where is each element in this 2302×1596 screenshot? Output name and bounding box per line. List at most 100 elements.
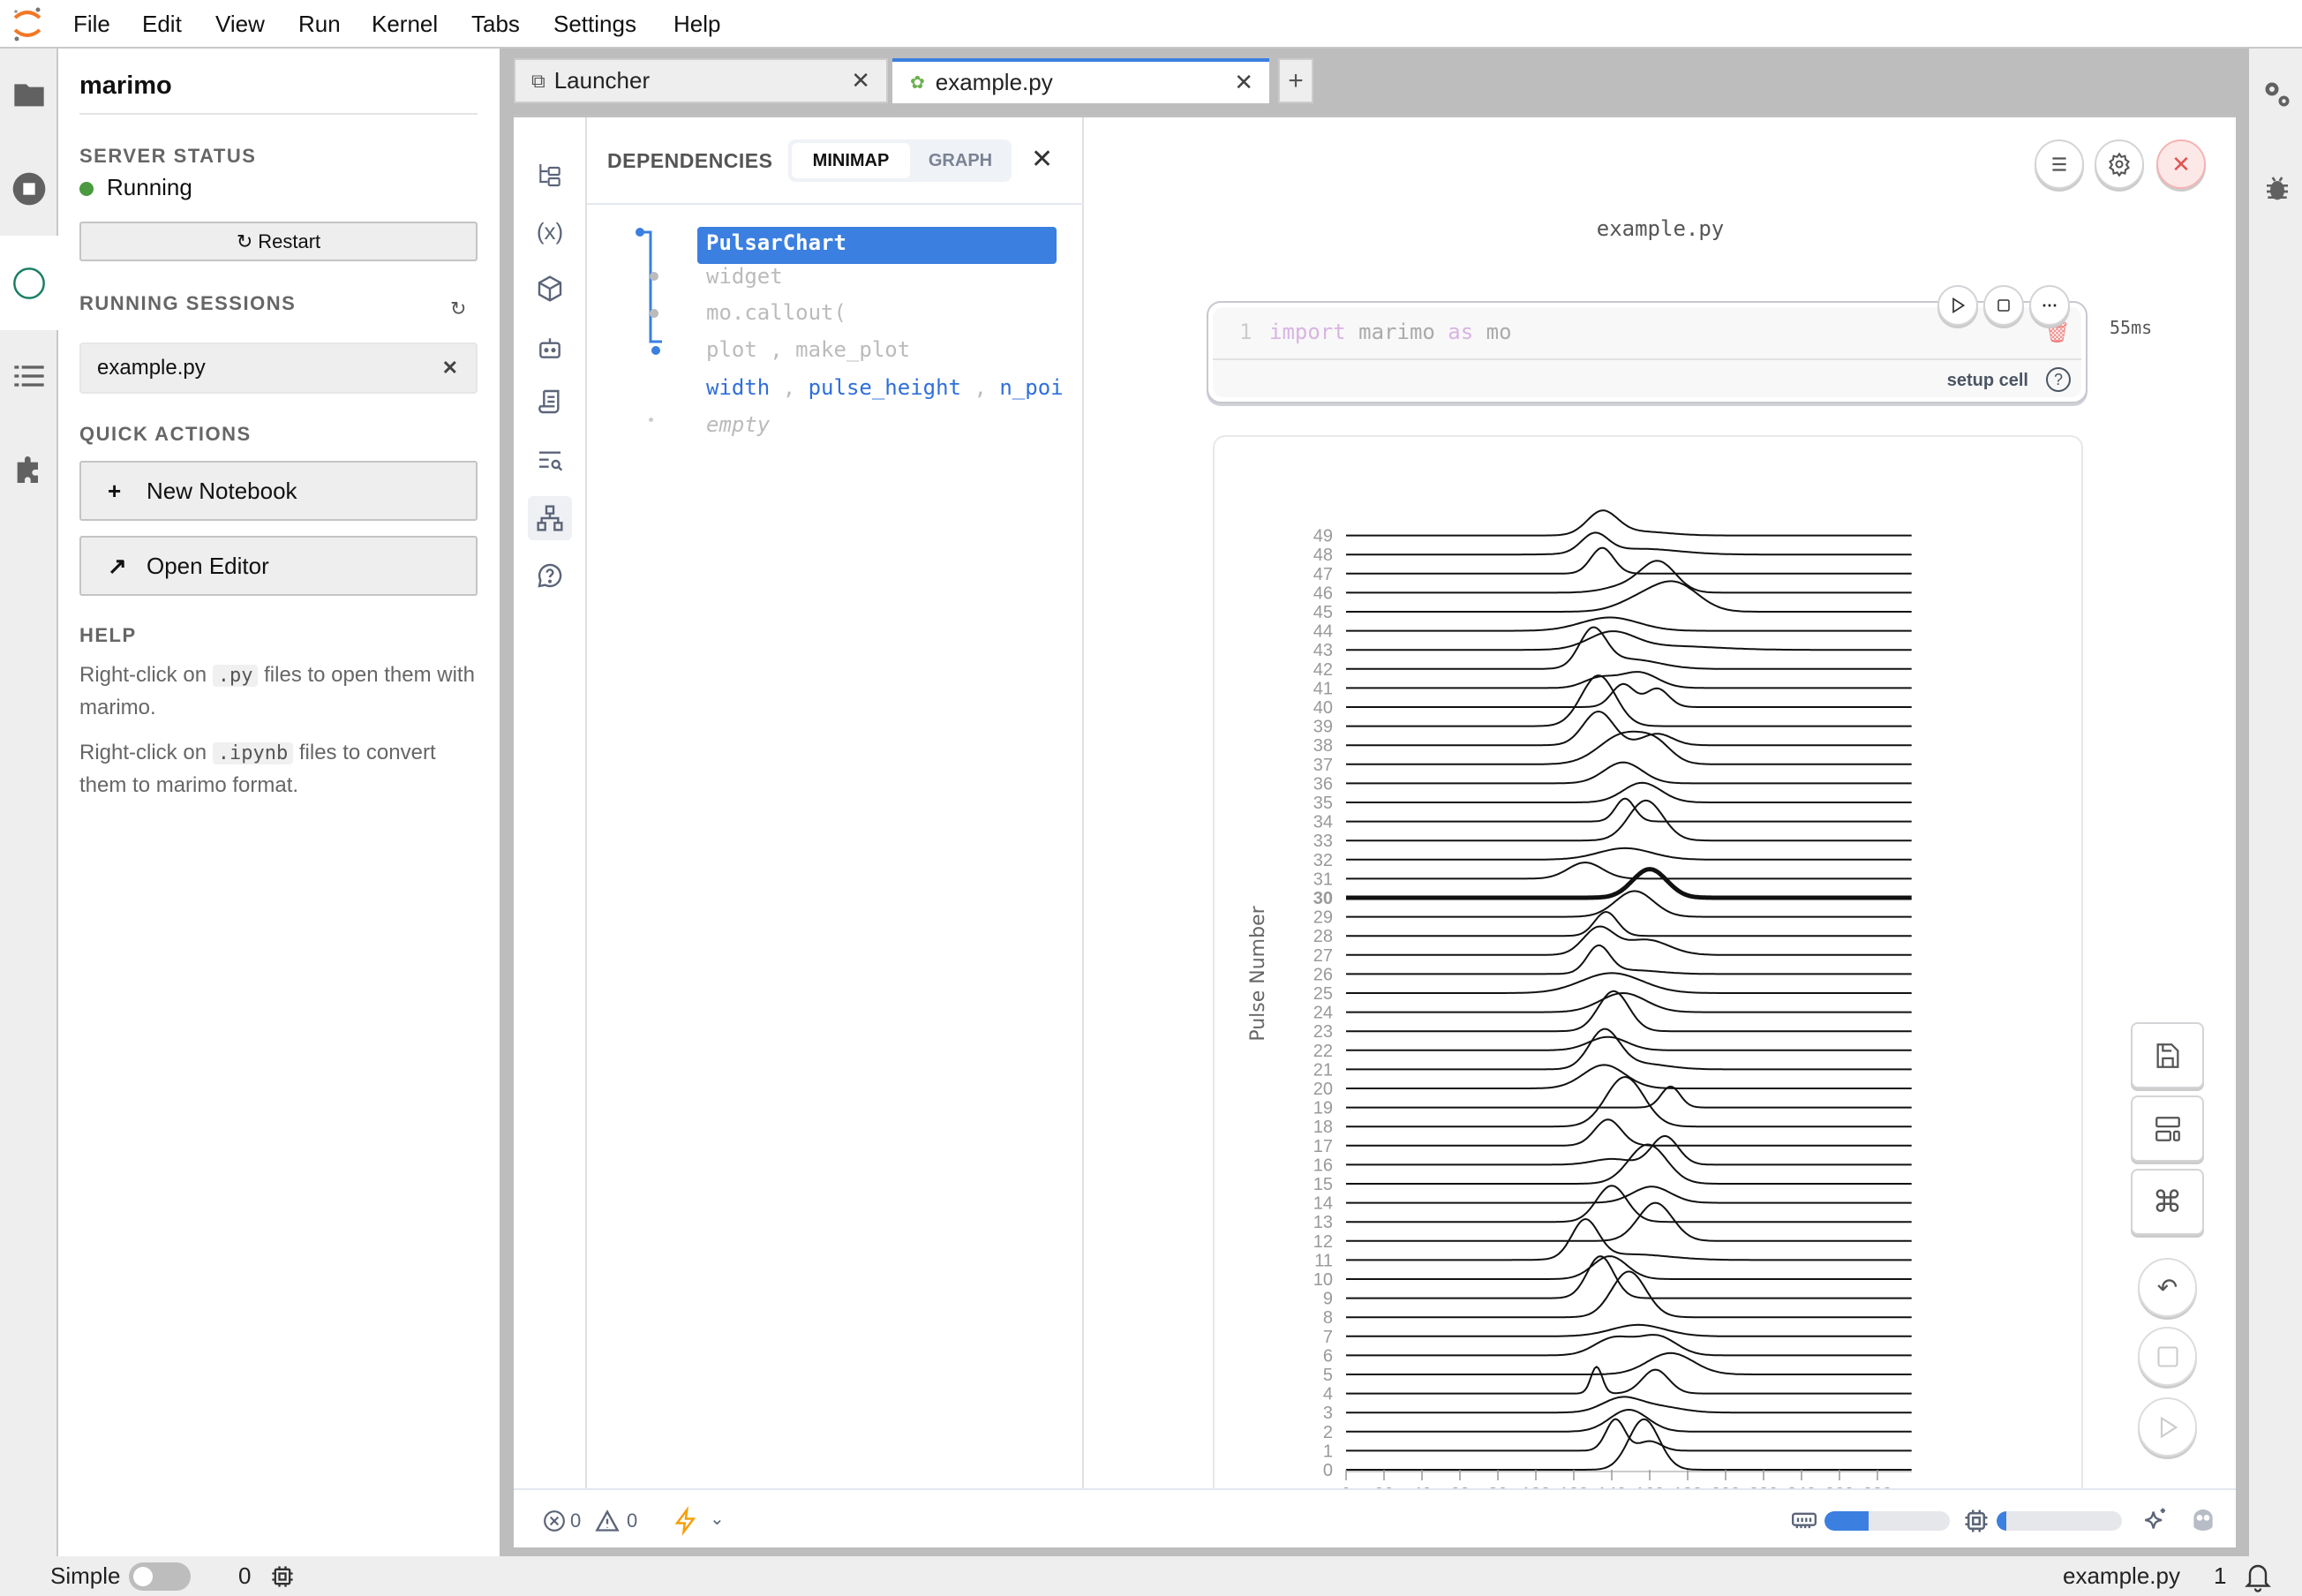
dependency-row[interactable]: empty: [706, 412, 770, 437]
stop-cell-button[interactable]: [1983, 285, 2024, 326]
marimo-icon[interactable]: [11, 266, 47, 301]
y-tick-label: 46: [1313, 583, 1333, 603]
debugger-bug-icon[interactable]: [2263, 172, 2291, 204]
chart-cell[interactable]: 0 1 2 3 4 5 6 7 8 9 10 11 12 13 14 15 16 17 18 19 20 21 22 23 24…: [1213, 435, 2083, 1488]
help-header: HELP: [79, 624, 137, 646]
marimo-sidebar-panel: marimo SERVER STATUS Running ↻ Restart RU…: [58, 49, 500, 1556]
kernel-chip-icon[interactable]: [270, 1564, 295, 1589]
separator: ,: [756, 337, 796, 362]
variables-icon[interactable]: (x): [536, 217, 564, 245]
tab-label: Launcher: [553, 67, 651, 94]
y-tick-label: 30: [1313, 889, 1333, 908]
more-actions-button[interactable]: ⋯: [2029, 285, 2070, 326]
restart-button[interactable]: ↻ Restart: [79, 222, 478, 261]
close-panel-icon[interactable]: ✕: [1031, 145, 1054, 174]
divider: [79, 113, 478, 115]
chevron-down-icon[interactable]: ⌄: [710, 1509, 725, 1529]
menu-kernel[interactable]: Kernel: [372, 11, 439, 37]
menu-run[interactable]: Run: [298, 11, 341, 37]
panel-icon-column: (x): [514, 117, 587, 1488]
dependency-row[interactable]: PulsarChart: [697, 227, 1057, 264]
x-tick-label: 80: [1488, 1485, 1508, 1488]
dependency-graph-icon[interactable]: [528, 496, 572, 540]
cell-body: 1 import marimo as mo 🗑 setup cell ?: [1213, 307, 2081, 397]
folder-icon[interactable]: [11, 77, 47, 112]
file-tree-icon[interactable]: [528, 153, 572, 197]
pulse-line-16: [1346, 1134, 1912, 1166]
notification-bell-icon[interactable]: [2242, 1560, 2274, 1593]
y-tick-label: 18: [1313, 1118, 1333, 1137]
run-cell-button[interactable]: [1937, 285, 1978, 326]
undo-button[interactable]: ↶: [2138, 1258, 2197, 1317]
memory-icon: [1792, 1512, 1817, 1529]
menu-tabs[interactable]: Tabs: [471, 11, 520, 37]
menu-button[interactable]: [2035, 139, 2084, 189]
save-button[interactable]: [2131, 1022, 2204, 1088]
simple-mode-toggle[interactable]: [129, 1562, 191, 1591]
y-tick-label: 36: [1313, 774, 1333, 794]
x-tick-label: 200: [1711, 1485, 1740, 1488]
new-tab-button[interactable]: +: [1278, 58, 1313, 103]
settings-button[interactable]: [2095, 139, 2144, 189]
y-tick-label: 10: [1313, 1270, 1333, 1290]
tab-example-py[interactable]: ✿ example.py ✕: [892, 58, 1269, 103]
help-question-icon[interactable]: [528, 553, 572, 598]
open-editor-button[interactable]: ↗ Open Editor: [79, 536, 478, 596]
server-status-header: SERVER STATUS: [79, 145, 257, 167]
pulse-line-47: [1346, 546, 1912, 575]
help-icon[interactable]: ?: [2046, 367, 2071, 392]
command-palette-button[interactable]: ⌘: [2131, 1169, 2204, 1235]
menu-file[interactable]: File: [73, 11, 110, 37]
dependency-row[interactable]: widget: [706, 264, 783, 289]
dependency-row[interactable]: width , pulse_height , n_poi: [706, 375, 1064, 400]
new-notebook-button[interactable]: + New Notebook: [79, 461, 478, 521]
layout-button[interactable]: [2131, 1095, 2204, 1162]
code-editor[interactable]: import marimo as mo: [1269, 320, 1512, 344]
jupyter-logo-icon[interactable]: [11, 5, 44, 42]
menu-settings[interactable]: Settings: [553, 11, 636, 37]
tab-minimap[interactable]: MINIMAP: [792, 143, 910, 178]
x-tick-label: 0: [1341, 1485, 1350, 1488]
shutdown-button[interactable]: ✕: [2156, 139, 2206, 189]
menu-help[interactable]: Help: [673, 11, 721, 37]
y-tick-label: 22: [1313, 1042, 1333, 1061]
help-text-ipynb: Right-click on .ipynb files to convert t…: [79, 741, 436, 797]
y-tick-label: 16: [1313, 1156, 1333, 1175]
refresh-sessions-icon[interactable]: ↻: [450, 297, 467, 320]
running-stop-icon[interactable]: [11, 171, 47, 207]
dependency-row[interactable]: plot , make_plot: [706, 337, 910, 362]
dependency-row[interactable]: mo.callout(: [706, 300, 846, 325]
copilot-icon[interactable]: [2189, 1506, 2217, 1534]
tab-launcher[interactable]: ⧉ Launcher ✕: [514, 58, 888, 103]
close-session-icon[interactable]: ✕: [441, 357, 458, 379]
y-tick-label: 24: [1313, 1004, 1333, 1023]
outline-search-icon[interactable]: [528, 439, 572, 483]
warning-icon[interactable]: [595, 1509, 620, 1533]
session-item[interactable]: example.py ✕: [79, 343, 478, 394]
ai-bot-icon[interactable]: [528, 326, 572, 370]
y-tick-label: 31: [1313, 870, 1333, 889]
y-tick-label: 49: [1313, 527, 1333, 546]
ai-sparkle-icon[interactable]: [2140, 1506, 2169, 1534]
close-tab-icon[interactable]: ✕: [851, 67, 870, 94]
y-tick-label: 44: [1313, 622, 1333, 642]
menu-edit[interactable]: Edit: [142, 11, 182, 37]
lightning-icon[interactable]: [673, 1506, 699, 1536]
keyword-token: import: [1269, 320, 1346, 344]
logs-scroll-icon[interactable]: [528, 380, 572, 424]
run-all-button[interactable]: [2138, 1397, 2197, 1457]
restart-label: Restart: [258, 230, 321, 252]
package-icon[interactable]: [528, 267, 572, 311]
extensions-puzzle-icon[interactable]: [11, 452, 47, 487]
menu-view[interactable]: View: [215, 11, 265, 37]
property-inspector-gears-icon[interactable]: [2261, 79, 2293, 110]
error-icon[interactable]: [543, 1509, 566, 1532]
tab-graph[interactable]: GRAPH: [928, 150, 993, 170]
setup-cell[interactable]: 1 import marimo as mo 🗑 setup cell ?: [1207, 301, 2088, 403]
pulse-line-28: [1346, 910, 1912, 937]
variable-name: pulse_height: [808, 375, 961, 400]
interrupt-button[interactable]: [2138, 1327, 2197, 1386]
close-tab-icon[interactable]: ✕: [1234, 69, 1253, 95]
table-of-contents-icon[interactable]: [11, 358, 47, 394]
x-tick-label: 220: [1749, 1485, 1778, 1488]
